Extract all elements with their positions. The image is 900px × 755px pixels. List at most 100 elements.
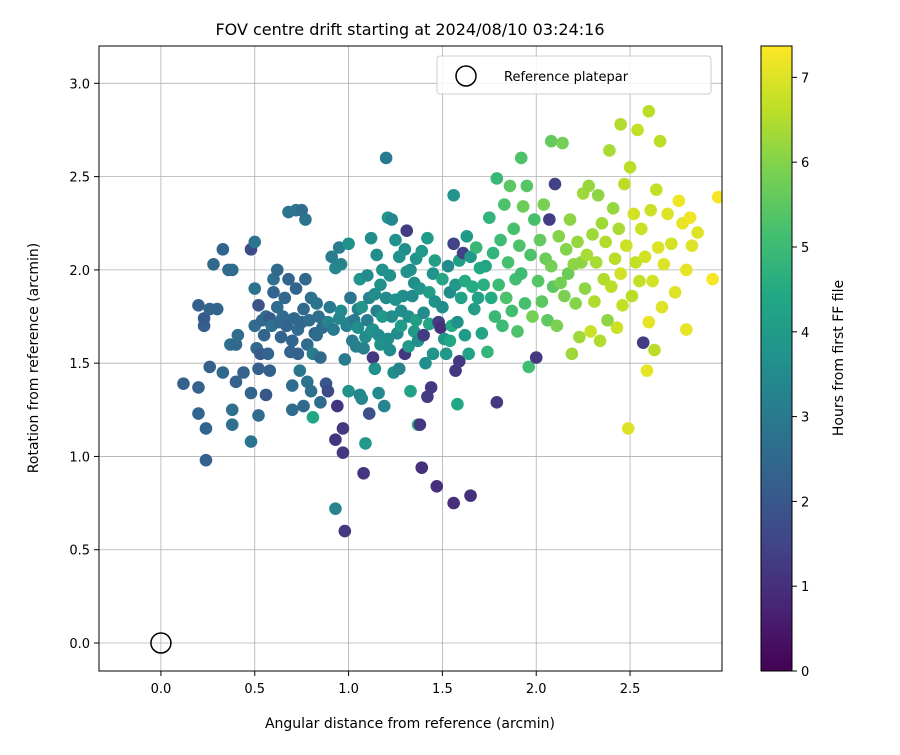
data-point [355,392,369,405]
data-point [668,285,682,299]
data-point [558,289,571,303]
data-point [488,310,502,323]
data-point [706,272,719,286]
data-point [447,496,460,510]
data-point [514,151,528,165]
data-point [642,315,656,329]
data-point [368,287,382,301]
data-point [357,466,370,480]
data-point [323,300,337,314]
data-point [486,246,500,260]
data-point [398,243,412,256]
chart-title: FOV centre drift starting at 2024/08/10 … [215,20,604,39]
data-point [522,360,536,374]
y-tick-label: 0.0 [69,637,90,652]
data-point [376,310,389,323]
data-point [252,362,265,376]
data-point [261,347,275,361]
data-point [528,213,541,226]
data-point [361,313,374,327]
data-point [606,202,620,215]
data-point [285,334,299,348]
data-point [424,381,438,394]
data-point [229,338,243,351]
data-point [338,524,352,538]
colorbar-tick-label: 3 [801,411,809,426]
data-point [501,256,515,269]
data-point [297,302,310,316]
data-point [483,211,496,224]
colorbar-tick-label: 1 [801,580,809,595]
data-point [244,435,258,448]
data-point [385,213,399,226]
data-point [248,235,262,249]
data-point [481,345,494,359]
data-point [685,239,699,252]
data-point [237,366,250,379]
data-point [366,351,380,364]
data-point [422,317,436,331]
data-point [640,364,654,377]
data-point [325,250,338,264]
data-point [657,257,671,271]
data-point [248,282,262,295]
data-point [321,384,335,398]
data-point [338,353,352,366]
data-point [563,213,577,226]
data-point [210,302,224,316]
colorbar-tick-label: 0 [801,665,809,680]
data-point [635,222,648,236]
grid-lines [99,46,722,671]
data-point [267,285,280,299]
x-tick-label: 1.5 [432,682,453,697]
data-point [359,437,372,450]
data-point [329,433,342,446]
data-point [434,321,447,335]
data-point [374,278,387,292]
data-point [565,347,579,361]
data-point [329,502,342,515]
data-point [244,386,258,400]
x-tick-label: 0.5 [244,682,265,697]
y-tick-label: 2.0 [69,264,90,279]
data-point [524,248,537,262]
x-axis-label: Angular distance from reference (arcmin) [265,716,555,732]
data-point [417,306,430,320]
data-point [192,381,205,394]
data-point [225,403,239,417]
data-point [436,272,449,286]
data-point [428,254,442,267]
data-point [623,160,637,174]
data-point [334,257,348,271]
data-point [306,410,320,424]
data-point [535,295,549,308]
data-point [252,299,265,312]
data-point [439,347,453,361]
data-point [484,291,498,305]
data-point [571,235,584,249]
data-point [225,418,239,432]
data-point [629,256,642,269]
data-point [559,243,573,256]
data-point [327,323,340,336]
data-point [650,183,663,196]
data-point [289,282,303,295]
data-point [396,289,410,303]
data-point [516,200,530,213]
data-point [490,396,504,409]
data-point [362,407,376,420]
data-point [392,362,406,376]
legend-label: Reference platepar [504,70,629,85]
data-point [334,304,348,318]
data-point [402,340,415,353]
data-point [342,384,355,398]
data-point [589,256,603,269]
data-point [614,267,627,280]
data-point [192,299,205,312]
data-point [499,291,513,305]
colorbar-tick-label: 5 [801,241,809,256]
data-point [586,228,599,241]
colorbar-label: Hours from first FF file [831,280,847,436]
legend: Reference platepar [436,55,712,95]
data-point [554,276,567,290]
